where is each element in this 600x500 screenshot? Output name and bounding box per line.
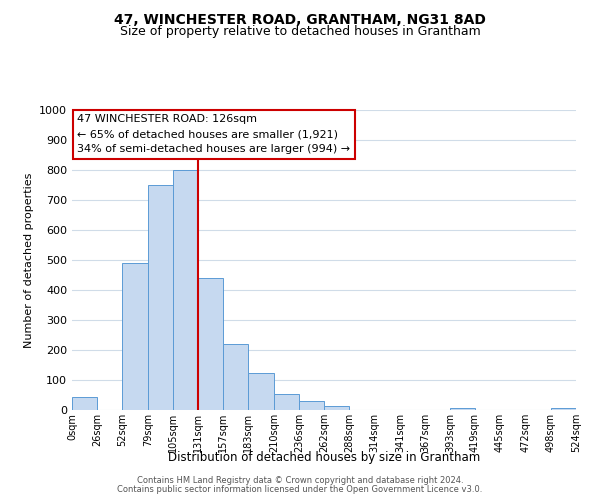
Bar [248,372,274,410]
Bar [274,394,299,410]
Text: Contains public sector information licensed under the Open Government Licence v3: Contains public sector information licen… [118,485,482,494]
Bar [173,170,198,410]
Text: Size of property relative to detached houses in Grantham: Size of property relative to detached ho… [119,25,481,38]
Text: 47 WINCHESTER ROAD: 126sqm
← 65% of detached houses are smaller (1,921)
34% of s: 47 WINCHESTER ROAD: 126sqm ← 65% of deta… [77,114,350,154]
Bar [72,396,97,410]
Bar [223,344,248,410]
Bar [450,408,475,410]
Bar [122,263,148,410]
Bar [148,185,173,410]
Text: 47, WINCHESTER ROAD, GRANTHAM, NG31 8AD: 47, WINCHESTER ROAD, GRANTHAM, NG31 8AD [114,12,486,26]
Bar [324,406,349,410]
Bar [299,401,324,410]
Text: Contains HM Land Registry data © Crown copyright and database right 2024.: Contains HM Land Registry data © Crown c… [137,476,463,485]
Text: Distribution of detached houses by size in Grantham: Distribution of detached houses by size … [168,451,480,464]
Bar [198,278,223,410]
Bar [551,408,576,410]
Y-axis label: Number of detached properties: Number of detached properties [23,172,34,348]
